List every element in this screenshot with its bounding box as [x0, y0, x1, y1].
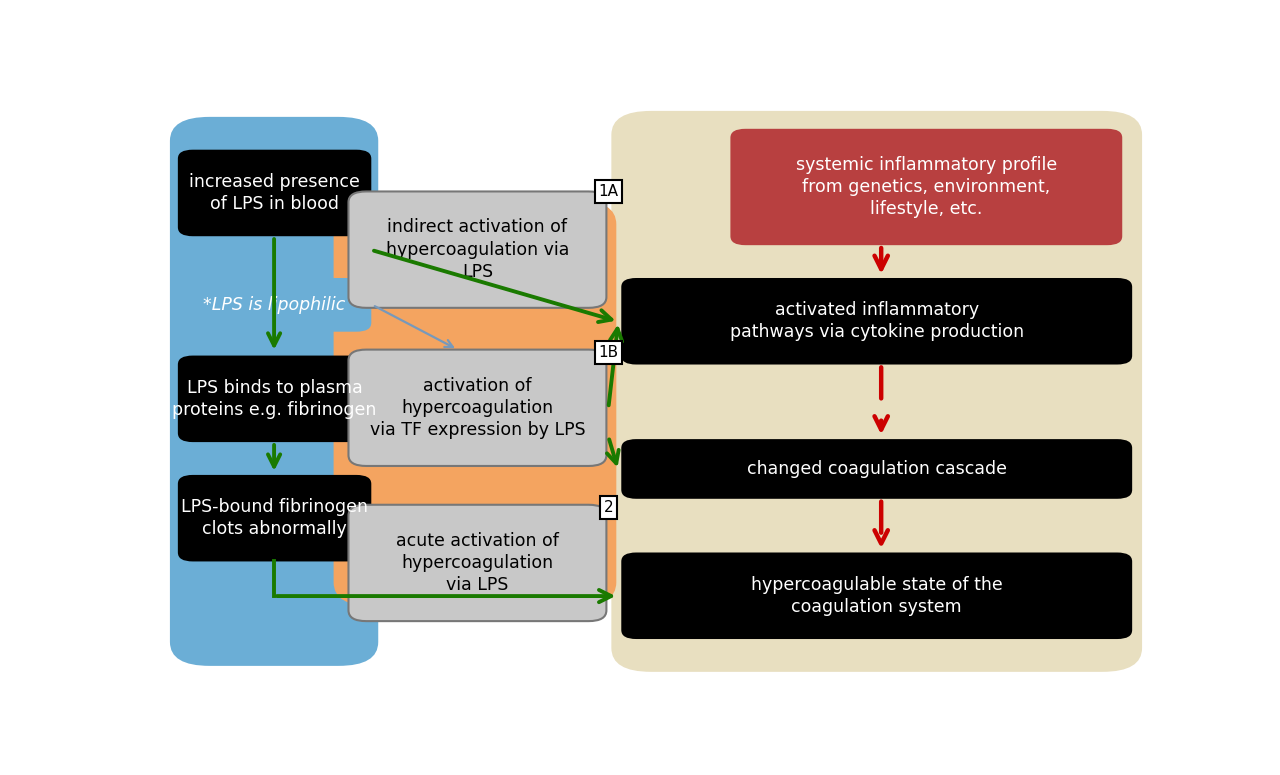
FancyBboxPatch shape [348, 350, 607, 466]
FancyBboxPatch shape [178, 356, 371, 442]
Text: increased presence
of LPS in blood: increased presence of LPS in blood [189, 173, 360, 213]
FancyBboxPatch shape [178, 278, 371, 332]
Text: changed coagulation cascade: changed coagulation cascade [746, 460, 1007, 478]
FancyBboxPatch shape [348, 505, 607, 621]
Text: *LPS is lipophilic: *LPS is lipophilic [204, 296, 346, 314]
Text: indirect activation of
hypercoagulation via
LPS: indirect activation of hypercoagulation … [385, 219, 570, 281]
FancyBboxPatch shape [334, 201, 617, 606]
Text: activation of
hypercoagulation
via TF expression by LPS: activation of hypercoagulation via TF ex… [370, 377, 585, 439]
Text: 2: 2 [604, 500, 613, 515]
Text: acute activation of
hypercoagulation
via LPS: acute activation of hypercoagulation via… [396, 532, 559, 594]
FancyBboxPatch shape [621, 439, 1132, 499]
Text: LPS binds to plasma
proteins e.g. fibrinogen: LPS binds to plasma proteins e.g. fibrin… [173, 379, 376, 419]
FancyBboxPatch shape [348, 191, 607, 308]
Text: LPS-bound fibrinogen
clots abnormally: LPS-bound fibrinogen clots abnormally [180, 498, 369, 539]
Text: 1B: 1B [598, 345, 618, 360]
Text: systemic inflammatory profile
from genetics, environment,
lifestyle, etc.: systemic inflammatory profile from genet… [796, 156, 1057, 219]
Text: 1A: 1A [598, 184, 618, 199]
FancyBboxPatch shape [178, 475, 371, 561]
FancyBboxPatch shape [612, 111, 1142, 672]
FancyBboxPatch shape [178, 150, 371, 236]
FancyBboxPatch shape [731, 129, 1123, 245]
FancyBboxPatch shape [170, 117, 379, 666]
FancyBboxPatch shape [621, 278, 1132, 364]
Text: activated inflammatory
pathways via cytokine production: activated inflammatory pathways via cyto… [730, 301, 1024, 341]
Text: hypercoagulable state of the
coagulation system: hypercoagulable state of the coagulation… [751, 576, 1002, 616]
FancyBboxPatch shape [621, 553, 1132, 639]
